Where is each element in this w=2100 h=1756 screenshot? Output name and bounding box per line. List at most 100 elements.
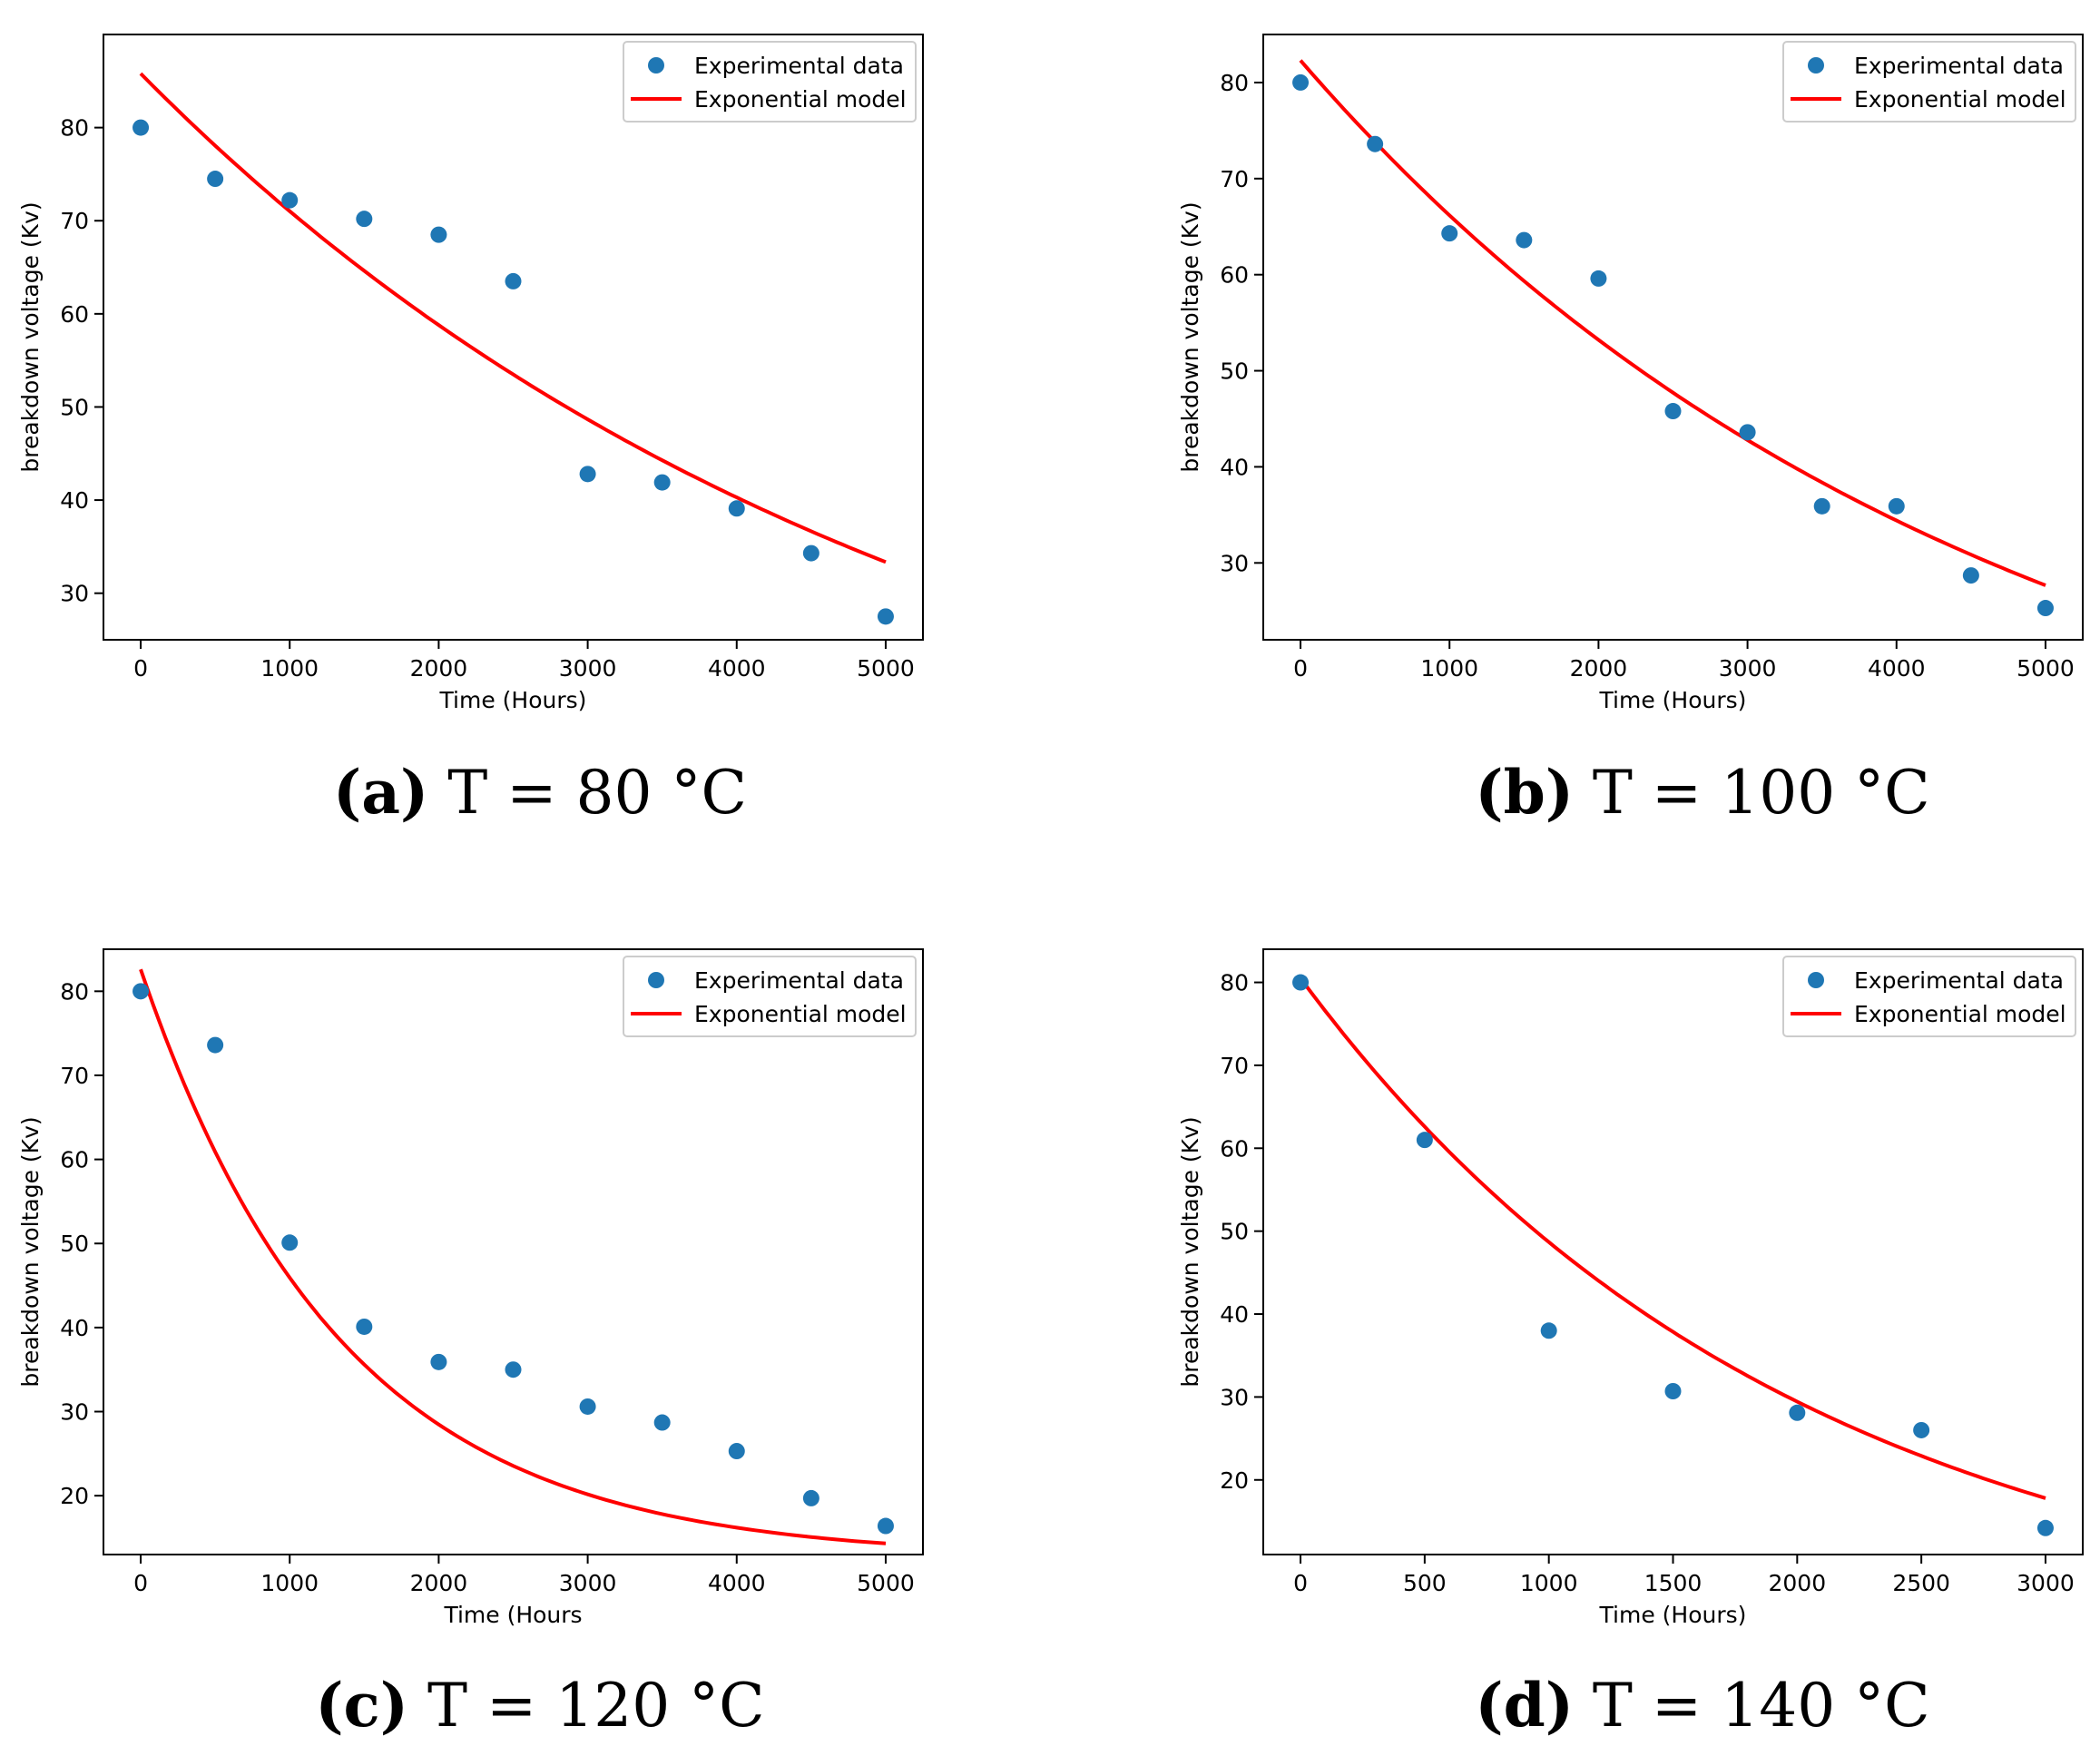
panel-caption-letter: (: [333, 757, 361, 828]
plot-area-frame: [103, 948, 924, 1555]
experimental-data-point: [1913, 1421, 1930, 1438]
panel-caption-text: T = 100 °C: [1574, 758, 1930, 828]
chart-panel-b: (b) T = 100 °C 0 1000 2000 3000 4000 5000 30 40…: [1177, 34, 2084, 828]
y-tick-label: 80: [1220, 70, 1249, 96]
experimental-data-point: [1664, 403, 1682, 420]
y-tick-label: 50: [1220, 358, 1249, 385]
y-tick-label: 40: [60, 1315, 89, 1341]
legend-label-experimental: Experimental data: [694, 53, 904, 79]
y-tick-label: 70: [60, 1063, 89, 1089]
x-tick-label: 2000: [1570, 655, 1628, 682]
experimental-data-point: [430, 1353, 447, 1370]
exponential-model-line: [139, 968, 887, 1545]
y-tick-label: 30: [60, 1399, 89, 1426]
legend: Experimental data Exponential model: [623, 956, 917, 1037]
experimental-data-point: [728, 500, 745, 517]
y-tick-label: 70: [1220, 1053, 1249, 1079]
panel-caption-letter-value: c: [344, 1670, 380, 1741]
experimental-data-point: [207, 171, 224, 188]
y-tick-label: 50: [60, 1231, 89, 1257]
x-tick-label: 0: [1293, 655, 1308, 682]
experimental-data-point: [1888, 497, 1905, 515]
x-tick-label: 1000: [1420, 655, 1478, 682]
x-tick-label: 4000: [1868, 655, 1926, 682]
experimental-data-point: [877, 1517, 894, 1535]
y-tick-label: 60: [60, 301, 89, 328]
x-tick-label: 3000: [559, 1570, 617, 1596]
experimental-data-point: [207, 1036, 224, 1054]
x-tick-label: 3000: [1719, 655, 1777, 682]
experimental-data-point: [356, 211, 373, 228]
experimental-data-point: [2036, 600, 2054, 617]
chart-panel-d: (d) T = 140 °C 0 500 1000 1500 2000 2500 3000 2…: [1177, 948, 2084, 1741]
x-axis-label: Time (Hours): [1599, 687, 1747, 713]
y-tick-label: 70: [60, 208, 89, 234]
legend-label-model: Exponential model: [1854, 1001, 2066, 1027]
x-tick-label: 1000: [260, 1570, 319, 1596]
experimental-data-point: [1962, 567, 1979, 584]
legend: Experimental data Exponential model: [1782, 41, 2076, 123]
x-axis-label: Time (Hours: [443, 1602, 582, 1628]
x-tick-label: 3000: [559, 655, 617, 682]
panel-caption-text: T = 120 °C: [408, 1671, 765, 1741]
y-tick-label: 60: [1220, 1135, 1249, 1162]
experimental-data-point: [356, 1318, 373, 1335]
y-tick-label: 60: [1220, 262, 1249, 289]
exponential-model-line: [139, 72, 887, 564]
exponential-model-line: [1299, 976, 2046, 1500]
legend-marker-experimental: [1808, 57, 1824, 74]
x-axis-label: Time (Hours): [1599, 1602, 1747, 1628]
experimental-data-point: [653, 1414, 671, 1431]
experimental-data-point: [877, 608, 894, 625]
y-tick-label: 70: [1220, 166, 1249, 192]
x-tick-label: 1000: [1520, 1570, 1578, 1596]
experimental-data-point: [505, 272, 522, 289]
y-axis-label: breakdown voltage (Kv): [1177, 201, 1203, 472]
experimental-data-point: [1739, 424, 1756, 441]
legend-marker-experimental: [648, 972, 664, 988]
legend: Experimental data Exponential model: [1782, 956, 2076, 1037]
experimental-data-point: [1292, 74, 1310, 91]
legend-label-experimental: Experimental data: [694, 967, 904, 994]
plot-area-frame: [103, 34, 924, 641]
panel-caption-c: (c) T = 120 °C: [315, 1670, 764, 1741]
y-tick-label: 60: [60, 1147, 89, 1173]
x-tick-label: 0: [133, 655, 148, 682]
panel-caption-text: T = 80 °C: [428, 758, 747, 828]
legend-box: [1782, 956, 2076, 1037]
x-tick-label: 0: [1293, 1570, 1308, 1596]
legend-box: [623, 41, 917, 123]
panel-caption-b: (b) T = 100 °C: [1475, 757, 1929, 828]
exponential-model-line: [1299, 59, 2046, 587]
legend-label-model: Exponential model: [694, 1001, 907, 1027]
x-tick-label: 5000: [857, 655, 915, 682]
x-tick-label: 500: [1403, 1570, 1447, 1596]
y-tick-label: 20: [1220, 1467, 1249, 1494]
experimental-data-point: [1292, 974, 1310, 991]
legend-marker-experimental: [1808, 972, 1824, 988]
experimental-data-point: [579, 1398, 596, 1415]
legend-label-model: Exponential model: [1854, 86, 2066, 113]
x-tick-label: 5000: [857, 1570, 915, 1596]
experimental-data-point: [1590, 270, 1607, 287]
experimental-data-point: [728, 1443, 745, 1460]
experimental-data-point: [281, 191, 299, 209]
y-tick-label: 80: [60, 115, 89, 142]
y-tick-label: 40: [1220, 1301, 1249, 1328]
y-tick-label: 20: [60, 1483, 89, 1509]
x-tick-label: 4000: [708, 1570, 766, 1596]
x-axis-label: Time (Hours): [439, 687, 587, 713]
y-axis-label: breakdown voltage (Kv): [17, 1116, 44, 1387]
x-tick-label: 2500: [1892, 1570, 1950, 1596]
y-axis-label: breakdown voltage (Kv): [1177, 1116, 1203, 1387]
experimental-data-point: [802, 544, 819, 562]
plot-area-frame: [1262, 34, 2084, 641]
legend-box: [1782, 41, 2076, 123]
y-tick-label: 80: [1220, 970, 1249, 996]
chart-panel-c: (c) T = 120 °C 0 1000 2000 3000 4000 5000 20 30…: [17, 948, 924, 1741]
x-tick-label: 0: [133, 1570, 148, 1596]
experimental-data-point: [1664, 1383, 1682, 1400]
x-tick-label: 5000: [2017, 655, 2075, 682]
x-tick-label: 1500: [1644, 1570, 1703, 1596]
